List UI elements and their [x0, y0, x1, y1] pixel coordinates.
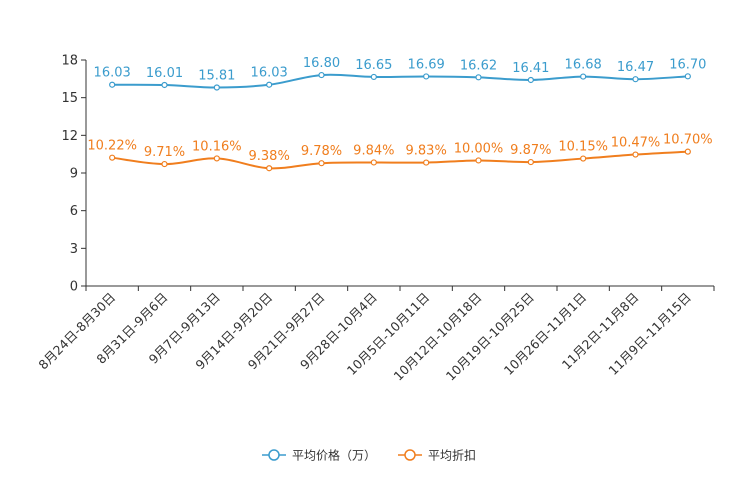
data-point[interactable]	[580, 155, 587, 162]
y-tick-label: 12	[61, 129, 78, 144]
data-label: 10.00%	[454, 141, 504, 156]
data-label: 10.47%	[611, 136, 661, 151]
data-label: 16.80	[303, 56, 340, 71]
data-point[interactable]	[266, 165, 273, 172]
data-point[interactable]	[527, 76, 534, 84]
data-label: 16.65	[355, 58, 392, 73]
y-tick-label: 18	[61, 54, 78, 69]
data-point[interactable]	[423, 159, 430, 166]
data-label: 16.62	[460, 58, 497, 73]
data-label: 10.15%	[558, 140, 608, 155]
legend-item-1[interactable]: 平均折扣	[398, 448, 476, 463]
data-label: 16.70	[669, 57, 706, 72]
legend-label: 平均价格（万）	[292, 448, 376, 463]
data-point[interactable]	[475, 157, 482, 164]
data-label: 16.47	[617, 60, 654, 75]
data-label: 9.83%	[406, 144, 447, 159]
y-tick-label: 0	[70, 280, 78, 295]
data-point[interactable]	[318, 71, 325, 79]
legend-marker-icon	[268, 449, 280, 461]
data-point[interactable]	[527, 158, 534, 166]
data-label: 16.03	[251, 66, 288, 81]
data-point[interactable]	[423, 73, 430, 80]
data-label: 9.84%	[353, 143, 394, 158]
data-point[interactable]	[684, 148, 691, 155]
legend-label: 平均折扣	[428, 448, 476, 463]
data-label: 16.03	[94, 66, 131, 81]
legend[interactable]: 平均价格（万） 平均折扣	[262, 448, 476, 463]
y-tick-label: 9	[70, 167, 78, 182]
data-point[interactable]	[213, 155, 220, 162]
data-label: 9.71%	[144, 145, 185, 160]
data-label: 9.38%	[249, 149, 290, 164]
data-label: 16.69	[408, 57, 445, 72]
data-point[interactable]	[318, 160, 325, 167]
data-label: 9.87%	[510, 143, 551, 158]
series-layer	[109, 71, 691, 172]
y-axis-ticks: 0 3 6 9 12 15 18	[61, 54, 86, 295]
series-line-0	[112, 73, 688, 89]
data-label: 16.41	[512, 61, 549, 76]
data-label: 10.70%	[663, 133, 713, 148]
data-label: 16.68	[565, 58, 602, 73]
legend-item-0[interactable]: 平均价格（万）	[262, 448, 376, 463]
data-point[interactable]	[213, 84, 220, 91]
data-point[interactable]	[632, 76, 639, 83]
data-point[interactable]	[109, 81, 116, 88]
y-tick-label: 3	[70, 242, 78, 257]
y-tick-label: 6	[70, 204, 78, 219]
series-line-1	[112, 150, 688, 170]
x-tick-label: 10月12日-10月18日	[390, 290, 484, 384]
data-point[interactable]	[475, 74, 482, 81]
axes	[85, 60, 714, 287]
data-label: 10.22%	[87, 139, 137, 154]
data-point[interactable]	[266, 81, 273, 88]
data-label: 10.16%	[192, 139, 242, 154]
data-point[interactable]	[684, 73, 691, 80]
y-tick-label: 15	[61, 91, 78, 106]
data-point[interactable]	[109, 154, 116, 161]
data-label: 9.78%	[301, 144, 342, 159]
x-axis-ticks: 8月24日-8月30日8月31日-9月6日9月7日-9月13日9月14日-9月2…	[35, 286, 715, 384]
data-labels: 16.03 16.01 15.81 16.03 16.80 16.65 16.69 16.62…	[87, 56, 712, 164]
data-label: 15.81	[198, 68, 235, 83]
data-point[interactable]	[632, 151, 639, 158]
data-point[interactable]	[161, 160, 168, 168]
data-point[interactable]	[161, 81, 168, 89]
legend-marker-icon	[404, 449, 416, 461]
data-point[interactable]	[370, 73, 377, 81]
data-point[interactable]	[580, 73, 587, 80]
data-label: 16.01	[146, 66, 183, 81]
x-tick-label: 10月19日-10月25日	[443, 290, 537, 384]
data-point[interactable]	[370, 159, 377, 166]
